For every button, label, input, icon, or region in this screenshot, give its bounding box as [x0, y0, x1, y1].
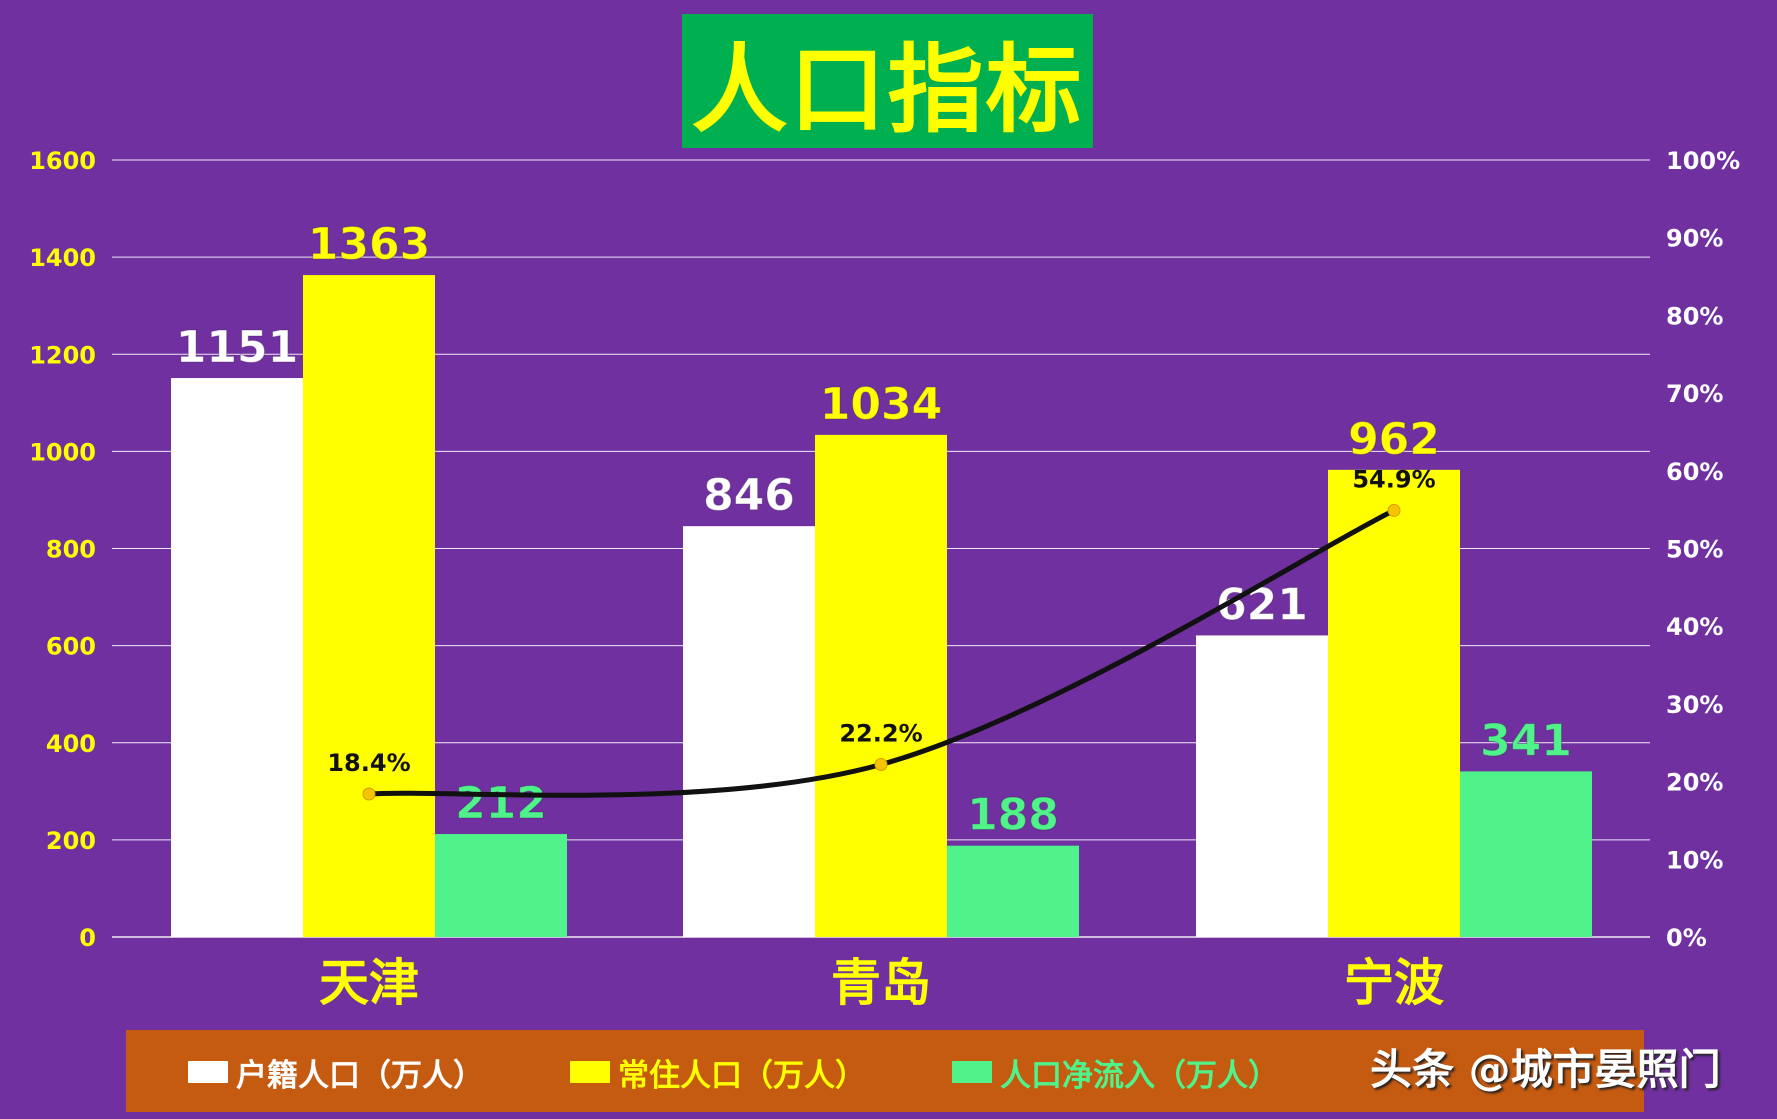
bar-net-inflow	[1460, 771, 1592, 937]
y-left-tick-label: 200	[46, 827, 96, 855]
legend-item-hukou: 户籍人口（万人）	[188, 1052, 484, 1094]
bar-hukou	[683, 526, 815, 937]
bar-net-inflow	[947, 845, 1079, 937]
line-point	[1387, 503, 1401, 517]
line-data-label: 54.9%	[1352, 465, 1435, 493]
data-label-resident: 1034	[820, 379, 942, 430]
legend-item-resident: 常住人口（万人）	[570, 1052, 866, 1094]
y-right-tick-label: 80%	[1666, 302, 1723, 330]
data-label-hukou: 621	[1216, 579, 1308, 630]
bar-net-inflow	[435, 834, 567, 937]
legend-item-net-inflow: 人口净流入（万人）	[952, 1052, 1279, 1094]
y-right-tick-label: 30%	[1666, 691, 1723, 719]
y-right-tick-label: 50%	[1666, 536, 1723, 564]
legend: 户籍人口（万人） 常住人口（万人） 人口净流入（万人）	[126, 1030, 1644, 1112]
x-tick-label: 宁波	[1344, 954, 1444, 1012]
x-tick-label: 天津	[319, 954, 419, 1012]
y-left-tick-label: 1600	[29, 147, 96, 175]
line-data-label: 22.2%	[839, 720, 922, 748]
data-label-resident: 962	[1348, 414, 1440, 465]
legend-label-net-inflow: 人口净流入（万人）	[1000, 1057, 1279, 1094]
data-label-hukou: 1151	[176, 322, 298, 373]
y-right-tick-label: 10%	[1666, 846, 1723, 874]
y-right-tick-label: 90%	[1666, 225, 1723, 253]
watermark-text: 头条 @城市晏照门	[1370, 1045, 1721, 1094]
y-right-tick-label: 0%	[1666, 924, 1707, 952]
legend-label-resident: 常住人口（万人）	[618, 1057, 866, 1094]
y-right-tick-label: 40%	[1666, 613, 1723, 641]
line-data-label: 18.4%	[327, 749, 410, 777]
y-right-tick-label: 20%	[1666, 769, 1723, 797]
y-left-tick-label: 600	[46, 633, 96, 661]
y-left-tick-label: 0	[79, 924, 96, 952]
chart-title: 人口指标	[691, 33, 1084, 146]
data-label-net-inflow: 212	[455, 778, 547, 829]
title-box: 人口指标	[682, 14, 1093, 148]
y-right-tick-label: 60%	[1666, 458, 1723, 486]
y-left-tick-label: 1400	[29, 244, 96, 272]
data-label-net-inflow: 341	[1480, 715, 1572, 766]
y-left-tick-label: 1200	[29, 341, 96, 369]
y-right-tick-label: 100%	[1666, 147, 1740, 175]
legend-label-hukou: 户籍人口（万人）	[236, 1057, 484, 1094]
bar-hukou	[171, 378, 303, 937]
line-point	[874, 758, 888, 772]
bar-hukou	[1196, 635, 1328, 937]
legend-swatch-hukou	[188, 1061, 228, 1083]
legend-swatch-net-inflow	[952, 1061, 992, 1083]
data-label-hukou: 846	[703, 470, 795, 521]
data-label-resident: 1363	[308, 219, 430, 270]
x-tick-label: 青岛	[831, 954, 931, 1012]
bar-resident	[303, 275, 435, 937]
data-label-net-inflow: 188	[967, 790, 1059, 841]
bar-resident	[815, 434, 947, 937]
bar-resident	[1328, 469, 1460, 937]
y-right-tick-label: 70%	[1666, 380, 1723, 408]
legend-swatch-resident	[570, 1061, 610, 1083]
line-point	[362, 787, 376, 801]
y-left-tick-label: 800	[46, 536, 96, 564]
y-left-tick-label: 1000	[29, 438, 96, 466]
y-left-tick-label: 400	[46, 730, 96, 758]
